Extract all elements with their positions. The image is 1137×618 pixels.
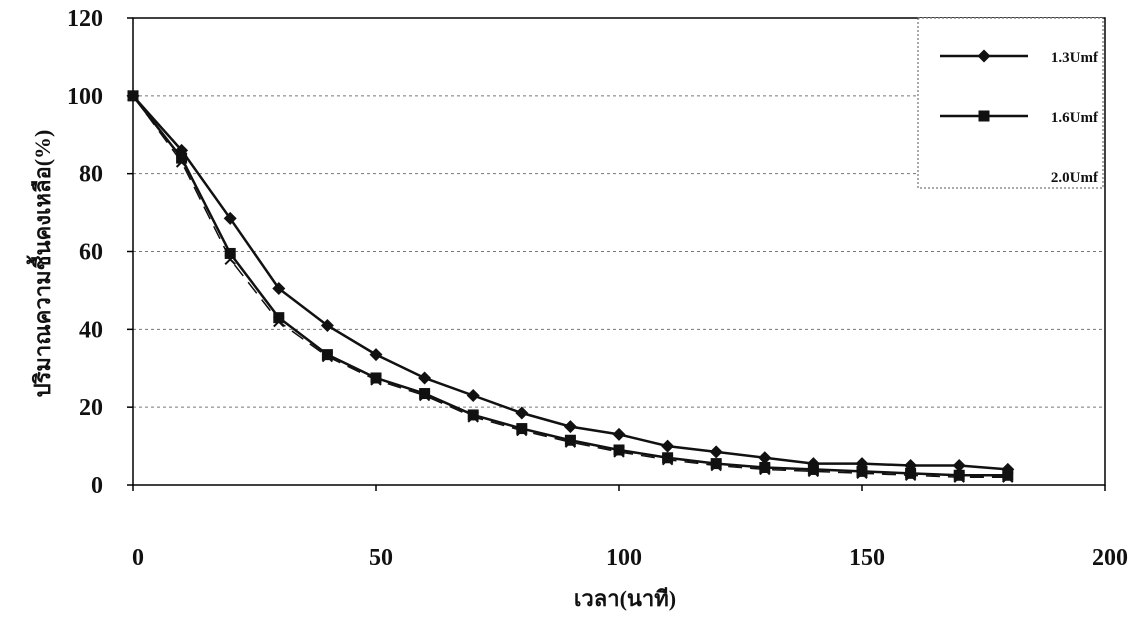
data-point	[758, 451, 772, 465]
data-point	[176, 152, 188, 164]
y-tick-label: 120	[67, 6, 103, 32]
y-tick-label: 40	[79, 317, 103, 343]
data-point	[1002, 469, 1014, 481]
data-point	[467, 409, 479, 421]
data-point	[661, 453, 674, 466]
legend-box	[917, 17, 1104, 189]
series-line	[132, 95, 1008, 477]
data-point	[710, 458, 722, 470]
data-point	[564, 434, 576, 446]
data-point	[905, 467, 917, 479]
data-point	[321, 349, 333, 361]
x-tick-label: 150	[849, 545, 885, 571]
data-point	[320, 318, 334, 332]
data-point	[612, 427, 626, 441]
data-point	[563, 420, 577, 434]
legend-item: 2.0Umf	[1051, 170, 1099, 186]
series-2.0Umf	[127, 90, 1014, 483]
legend: 1.3Umf 1.6Umf 2.0Umf	[917, 17, 1104, 189]
legend-label: 2.0Umf	[1051, 170, 1099, 186]
y-tick-label: 60	[79, 240, 103, 266]
data-point	[515, 406, 529, 420]
x-tick-label: 50	[369, 545, 393, 571]
y-axis-title: ปริมาณความชื้นคงเหลือ(%)	[26, 130, 55, 398]
y-tick-label: 100	[67, 84, 103, 110]
data-point	[613, 444, 625, 456]
data-point	[224, 247, 236, 259]
data-point	[273, 315, 285, 328]
data-point	[321, 350, 334, 363]
data-point	[953, 471, 965, 483]
data-point	[419, 388, 431, 400]
data-point	[613, 446, 625, 458]
data-point	[127, 90, 139, 102]
data-point	[272, 281, 286, 295]
data-point	[370, 374, 382, 386]
legend-label: 1.6Umf	[1051, 110, 1099, 126]
data-point	[370, 372, 382, 384]
data-point	[223, 211, 237, 225]
x-axis-title: เวลา(นาที)	[574, 586, 676, 611]
data-point	[273, 312, 285, 324]
data-point	[662, 452, 674, 464]
data-point	[807, 465, 820, 478]
y-tick-label: 80	[79, 162, 103, 188]
series-line	[132, 95, 1008, 478]
data-point	[224, 253, 236, 265]
data-point	[904, 469, 917, 481]
x-tick-label: 100	[606, 545, 642, 571]
data-point	[807, 463, 819, 475]
data-point	[952, 459, 966, 473]
data-point	[759, 463, 771, 476]
data-point	[710, 459, 722, 472]
data-point	[516, 424, 528, 437]
series-1.3Umf	[126, 89, 1015, 476]
data-point	[978, 110, 990, 122]
x-tick-label: 200	[1092, 545, 1128, 571]
data-point	[856, 467, 868, 480]
data-point	[564, 436, 577, 448]
data-point	[467, 411, 479, 423]
x-axis: 0 50 100 150 200	[132, 485, 1128, 571]
series-layer	[126, 89, 1015, 483]
y-tick-label: 20	[79, 395, 103, 421]
legend-item: 1.6Umf	[940, 110, 1099, 126]
data-point	[466, 388, 480, 402]
data-point	[856, 465, 868, 477]
data-point	[369, 348, 383, 362]
data-point	[418, 371, 432, 385]
data-point	[175, 156, 188, 168]
data-point	[977, 49, 991, 63]
legend-label: 1.3Umf	[1051, 50, 1099, 66]
data-point	[1002, 471, 1014, 483]
y-axis: 0 20 40 60 80 100 120	[67, 6, 133, 499]
y-tick-label: 0	[91, 473, 103, 499]
data-point	[953, 469, 965, 481]
data-point	[709, 445, 723, 459]
legend-item: 1.3Umf	[940, 49, 1099, 66]
data-point	[418, 389, 431, 402]
data-point	[759, 461, 771, 473]
data-point	[516, 423, 528, 435]
x-tick-label: 0	[132, 545, 144, 571]
data-point	[661, 439, 675, 453]
series-line	[132, 95, 1008, 471]
